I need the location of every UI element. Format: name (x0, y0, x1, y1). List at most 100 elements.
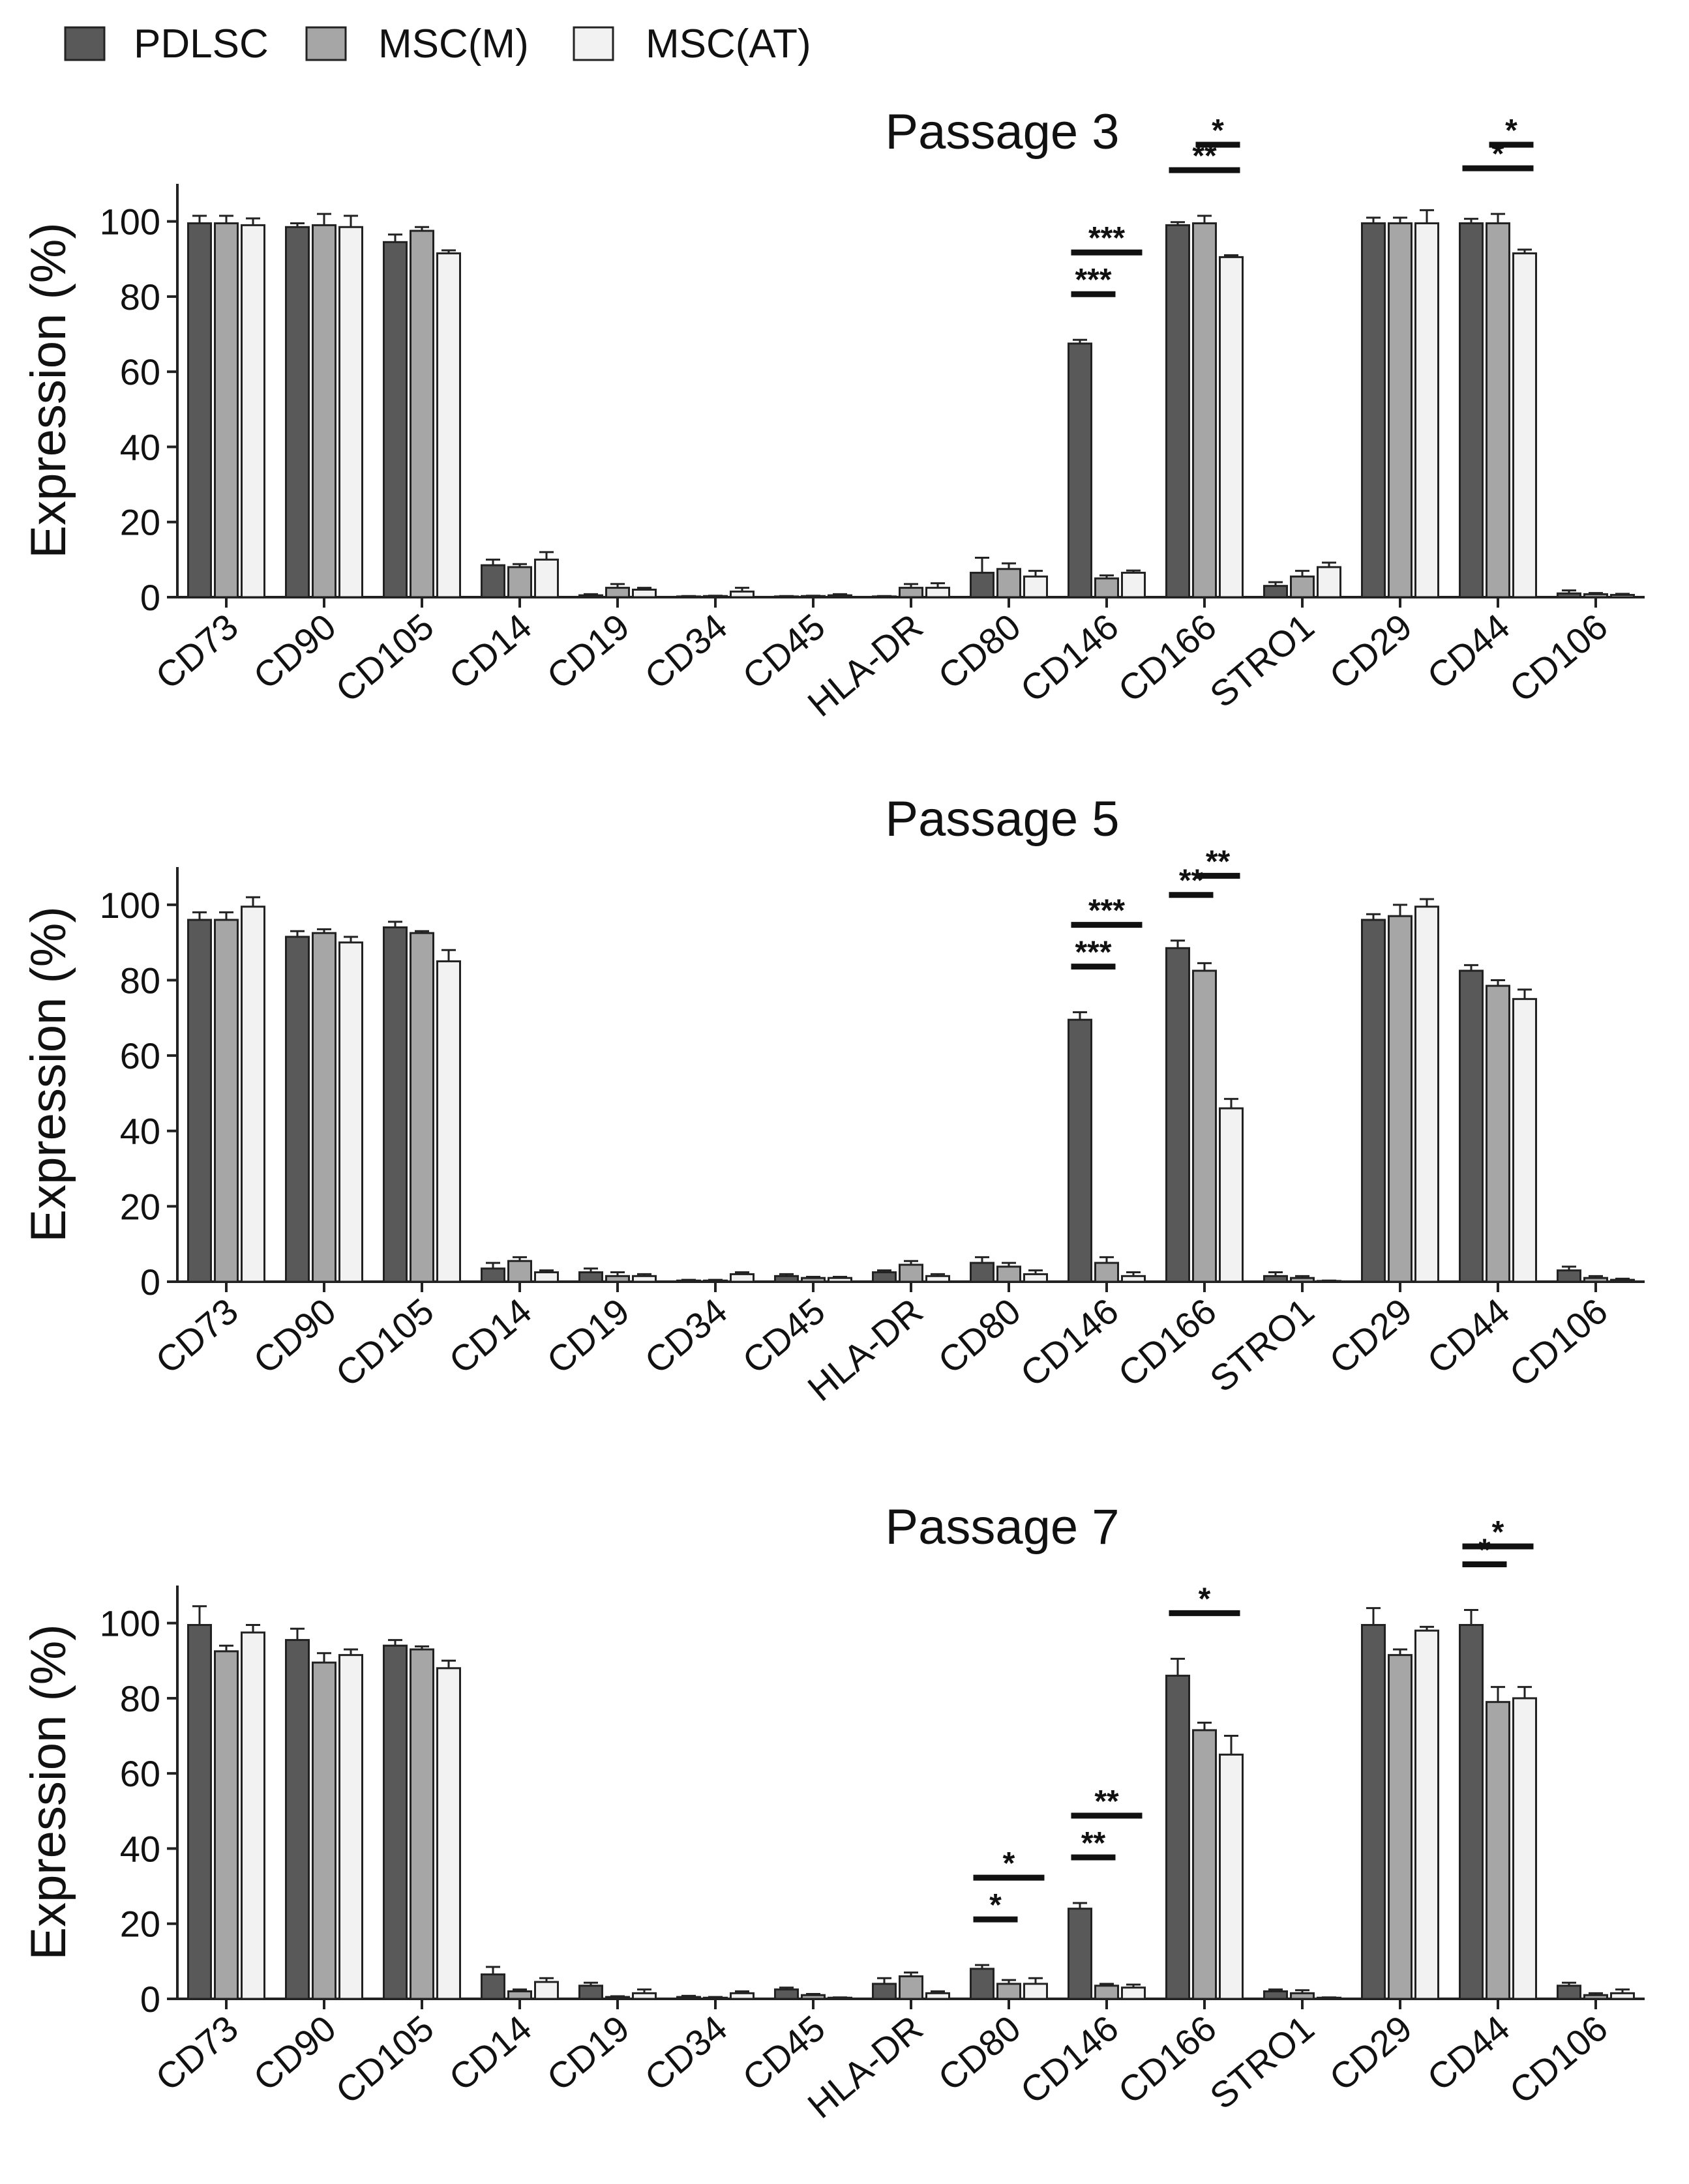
bar-pdlsc-cd146 (1068, 1018, 1092, 1283)
category-cd45 (774, 1986, 852, 2000)
bar-pdlsc-hla-dr (872, 1271, 897, 1283)
bar-pdlsc-cd19 (578, 1271, 603, 1283)
significance-label: *** (1075, 263, 1111, 297)
x-tick-label-cd80: CD80 (931, 1290, 1028, 1381)
significance-label: * (1492, 1515, 1504, 1550)
bar-msc-m-cd29 (1388, 915, 1412, 1283)
significance-label: ** (1179, 864, 1204, 898)
category-cd105 (383, 226, 461, 598)
bar-msc-at-cd19 (632, 1275, 657, 1283)
x-tick-label-stro1: STRO1 (1202, 1290, 1322, 1400)
x-tick-label-cd105: CD105 (328, 1290, 441, 1395)
bar-pdlsc-cd146 (1068, 342, 1092, 598)
bar-msc-at-cd166 (1219, 1753, 1244, 2000)
y-tick-label: 40 (120, 1111, 160, 1152)
category-stro1 (1263, 1988, 1341, 2000)
significance-label: ** (1206, 844, 1231, 879)
bar-msc-m-cd73 (214, 1650, 239, 2000)
bar-msc-at-cd44 (1512, 252, 1537, 598)
bar-msc-m-stro1 (1290, 1276, 1315, 1283)
bar-pdlsc-cd105 (383, 241, 408, 598)
legend-swatch-pdlsc (64, 26, 106, 61)
bar-msc-m-cd45 (801, 1276, 826, 1283)
bar-msc-at-cd14 (534, 1271, 559, 1283)
bar-pdlsc-stro1 (1263, 1990, 1288, 2000)
bar-msc-m-cd90 (312, 932, 336, 1283)
y-tick-label: 100 (100, 1603, 160, 1644)
x-tick-label-cd166: CD166 (1111, 606, 1224, 710)
x-tick-label-cd44: CD44 (1420, 606, 1517, 697)
x-tick-label-cd166: CD166 (1111, 1290, 1224, 1395)
bar-pdlsc-stro1 (1263, 1275, 1288, 1283)
bar-msc-m-cd29 (1388, 222, 1412, 598)
bar-msc-at-hla-dr (925, 1275, 950, 1283)
bar-pdlsc-cd166 (1165, 947, 1190, 1283)
x-tick-label-cd29: CD29 (1322, 606, 1420, 697)
bar-msc-at-cd80 (1023, 1983, 1048, 2000)
bar-msc-at-cd90 (338, 1654, 363, 2000)
category-cd29 (1361, 898, 1439, 1283)
y-tick-label: 20 (120, 1186, 160, 1227)
significance-label: *** (1075, 936, 1111, 970)
bar-msc-m-hla-dr (899, 587, 923, 598)
bar-msc-at-cd73 (241, 224, 265, 598)
category-cd80 (970, 1256, 1048, 1283)
panel-title: Passage 3 (885, 104, 1119, 160)
bar-msc-m-hla-dr (899, 1263, 923, 1283)
x-tick-label-cd146: CD146 (1013, 606, 1126, 710)
bar-pdlsc-cd106 (1557, 1269, 1581, 1283)
y-axis-title: Expression (%) (21, 906, 76, 1242)
x-tick-label-cd14: CD14 (441, 1290, 539, 1381)
bar-pdlsc-cd44 (1459, 222, 1484, 598)
bar-msc-at-hla-dr (925, 1992, 950, 2000)
bar-msc-m-cd80 (996, 1983, 1021, 2000)
significance-label: * (1003, 1846, 1015, 1881)
category-cd106 (1557, 1265, 1635, 1283)
significance-label: * (1212, 113, 1224, 148)
x-tick-label-cd146: CD146 (1013, 2007, 1126, 2112)
bar-msc-at-cd105 (436, 252, 461, 598)
bar-msc-m-cd44 (1486, 222, 1510, 598)
category-cd19 (578, 1981, 657, 2000)
bar-msc-m-cd73 (214, 222, 239, 598)
category-cd19 (578, 583, 657, 598)
bar-pdlsc-cd90 (285, 226, 310, 598)
bar-msc-m-cd14 (507, 1260, 532, 1283)
significance-label: *** (1088, 894, 1125, 928)
bar-pdlsc-cd29 (1361, 1624, 1386, 2000)
bar-msc-m-stro1 (1290, 1992, 1315, 2000)
significance-label: ** (1081, 1826, 1106, 1861)
category-cd105 (383, 1639, 461, 2000)
category-cd44 (1459, 964, 1537, 1283)
x-tick-label-cd29: CD29 (1322, 1290, 1420, 1381)
y-tick-label: 60 (120, 1753, 160, 1794)
bar-msc-at-cd19 (632, 1992, 657, 2000)
x-tick-label-cd106: CD106 (1502, 2007, 1615, 2112)
bar-msc-at-cd105 (436, 1667, 461, 2000)
x-tick-label-cd19: CD19 (539, 606, 637, 697)
panel-title: Passage 7 (885, 1499, 1119, 1555)
bar-msc-m-cd14 (507, 566, 532, 598)
bar-msc-at-cd105 (436, 960, 461, 1283)
bar-pdlsc-cd105 (383, 1644, 408, 2000)
bar-msc-at-cd29 (1414, 1629, 1439, 2000)
legend-entry-msc-at: MSC(AT) (573, 22, 811, 66)
x-tick-label-cd14: CD14 (441, 2007, 539, 2099)
bar-msc-m-cd19 (605, 587, 630, 598)
category-cd44 (1459, 213, 1537, 598)
bar-pdlsc-cd80 (970, 1262, 994, 1283)
bar-msc-at-cd80 (1023, 1273, 1048, 1283)
category-cd14 (481, 551, 559, 598)
bar-pdlsc-cd166 (1165, 1674, 1190, 2000)
category-cd106 (1557, 1981, 1635, 2000)
y-tick-label: 0 (140, 1979, 160, 2020)
x-tick-label-cd29: CD29 (1322, 2007, 1420, 2099)
y-tick-label: 100 (100, 201, 160, 243)
x-tick-label-cd34: CD34 (637, 2007, 735, 2099)
bar-msc-at-cd19 (632, 588, 657, 598)
x-tick-label-cd14: CD14 (441, 606, 539, 697)
significance-label: * (989, 1888, 1002, 1923)
bar-msc-m-cd146 (1094, 1985, 1119, 2000)
